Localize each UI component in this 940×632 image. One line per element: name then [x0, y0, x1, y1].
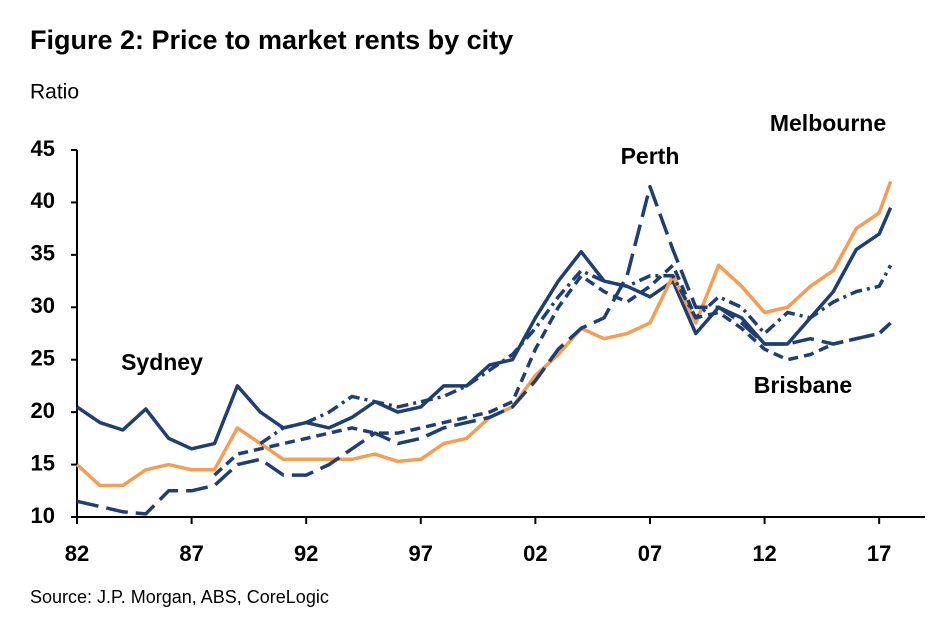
x-tick-label: 87	[179, 541, 203, 566]
y-tick-label: 25	[31, 346, 55, 371]
y-tick-label: 20	[31, 398, 55, 423]
x-tick-label: 17	[867, 541, 891, 566]
series-label: Perth	[621, 143, 680, 169]
y-tick-label: 40	[31, 188, 55, 213]
series-line	[259, 264, 893, 446]
series-label: Brisbane	[754, 372, 852, 398]
y-tick-label: 10	[31, 503, 55, 528]
y-axis-label: Ratio	[30, 81, 79, 104]
series-line	[76, 184, 892, 516]
x-tick-label: 92	[294, 541, 318, 566]
x-tick-label: 02	[523, 541, 547, 566]
x-tick-label: 12	[752, 541, 776, 566]
chart-title: Figure 2: Price to market rents by city	[30, 25, 513, 55]
y-tick-label: 15	[31, 450, 55, 475]
source-note: Source: J.P. Morgan, ABS, CoreLogic	[30, 587, 329, 607]
series-label: Melbourne	[770, 110, 886, 136]
series-line	[75, 180, 893, 488]
y-tick-label: 30	[31, 293, 55, 318]
y-tick-label: 35	[31, 241, 55, 266]
x-tick-label: 82	[65, 541, 89, 566]
series-label: Sydney	[121, 349, 203, 375]
series-line	[213, 263, 892, 477]
x-tick-label: 97	[409, 541, 433, 566]
y-tick-label: 45	[31, 136, 55, 161]
x-tick-label: 07	[638, 541, 662, 566]
